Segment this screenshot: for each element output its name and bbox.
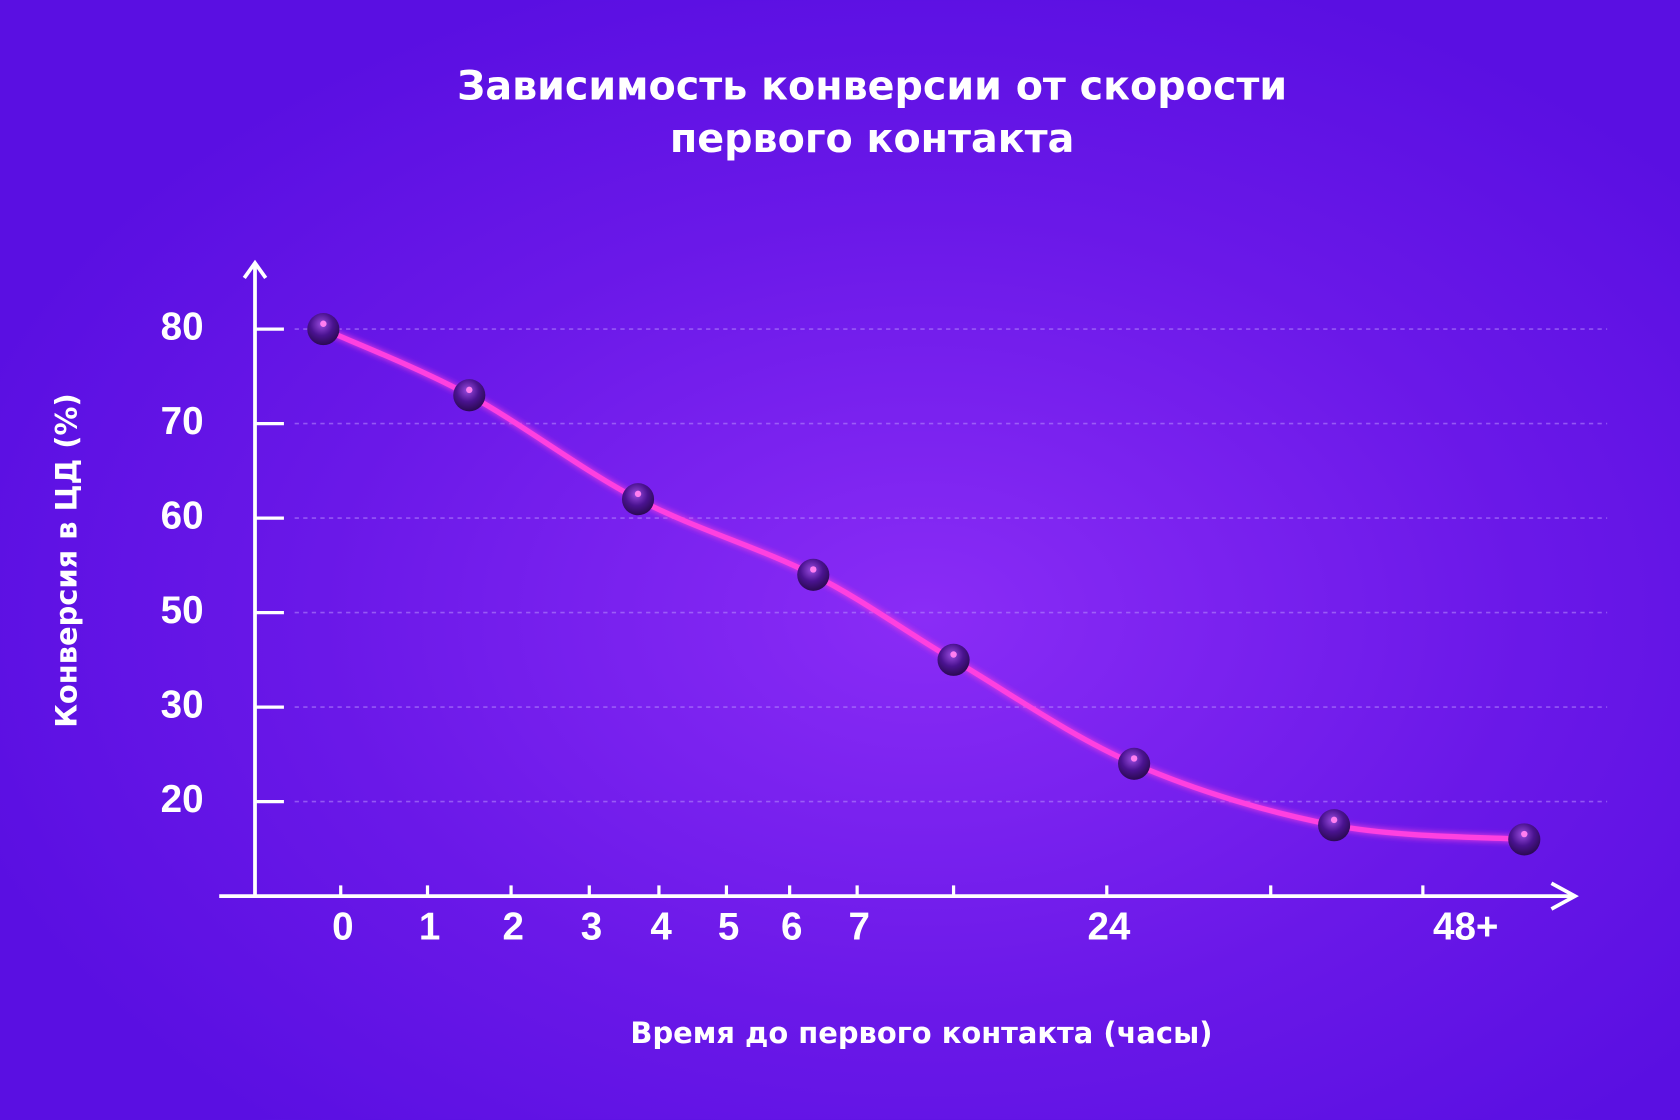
chart-title: первого контакта [670, 116, 1074, 162]
data-point [1508, 823, 1541, 856]
data-point [797, 558, 830, 591]
y-tick-label: 30 [161, 683, 204, 726]
x-tick-label: 4 [650, 906, 672, 949]
point-ball [797, 558, 830, 591]
point-highlight [1130, 755, 1138, 762]
y-axis-label: Конверсия в ЦД (%) [50, 393, 84, 727]
point-ball [307, 313, 340, 346]
point-highlight [950, 651, 957, 658]
x-tick-label: 5 [718, 906, 739, 949]
x-tick-label: 1 [419, 906, 440, 949]
x-tick-label: 24 [1087, 906, 1130, 949]
x-tick-label: 48+ [1433, 906, 1498, 949]
y-tick-label: 60 [161, 494, 204, 537]
x-tick-label: 7 [849, 906, 870, 949]
point-highlight [634, 490, 642, 498]
point-ball [1318, 809, 1351, 842]
data-point [1318, 809, 1351, 842]
chart-title: Зависимость конверсии от скорости [457, 64, 1287, 110]
plot: 80 70 60 50 30 20 0 1 2 3 4 5 6 7 24 48+ [161, 259, 1608, 949]
data-point [1118, 747, 1151, 780]
point-highlight [320, 320, 327, 327]
data-point [453, 379, 486, 412]
x-tick-label: 3 [581, 906, 602, 949]
data-point [937, 643, 970, 676]
x-axis-arrow [1550, 881, 1579, 911]
y-tick-label: 80 [161, 305, 204, 348]
point-highlight [1521, 830, 1528, 838]
point-highlight [1330, 816, 1338, 824]
point-ball [1118, 747, 1151, 780]
data-point [621, 483, 655, 516]
x-tick-label: 0 [332, 906, 353, 949]
x-tick-label: 6 [781, 906, 802, 949]
point-highlight [466, 386, 473, 394]
line-series [322, 326, 1525, 843]
point-ball [937, 643, 970, 676]
x-axis-label: Время до первого контакта (часы) [630, 1016, 1212, 1050]
y-axis-arrow [242, 259, 268, 280]
point-ball [621, 483, 655, 516]
data-point [307, 313, 340, 346]
point-ball [453, 379, 486, 412]
point-highlight [810, 566, 817, 573]
y-tick-label: 70 [161, 400, 204, 443]
point-ball [1508, 823, 1541, 856]
y-tick-label: 20 [161, 778, 204, 821]
x-tick-label: 2 [502, 906, 523, 949]
y-tick-label: 50 [161, 589, 204, 632]
